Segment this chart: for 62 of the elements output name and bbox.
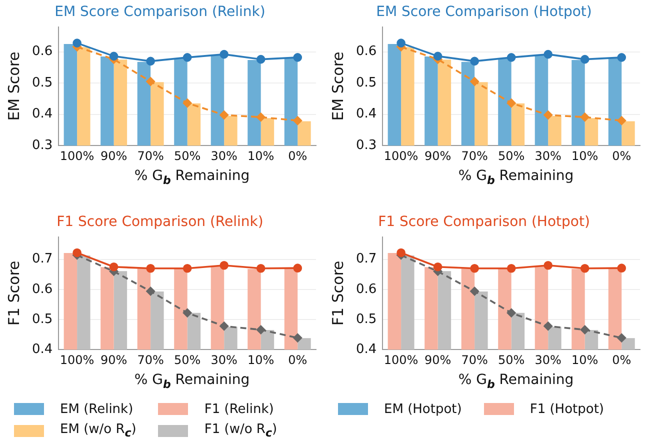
x-axis-title: % G$_{b}$ Remaining xyxy=(133,372,251,391)
legend-label: EM (w/o R$_{c}$) xyxy=(60,422,136,440)
x-tick-label: 50% xyxy=(174,148,201,163)
x-tick-label: 30% xyxy=(210,148,238,163)
y-tick-label: 0.5 xyxy=(32,75,53,90)
legend-label: F1 (w/o R$_{c}$) xyxy=(204,422,278,440)
x-tick-label: 50% xyxy=(498,352,525,367)
x-tick-label: 0% xyxy=(612,148,632,163)
y-tick-label: 0.7 xyxy=(356,252,377,267)
x-tick-label: 100% xyxy=(60,352,94,367)
y-tick-label: 0.5 xyxy=(356,75,377,90)
x-tick-label: 70% xyxy=(137,148,164,163)
x-axis-title: % G$_{b}$ Remaining xyxy=(133,168,251,187)
x-tick-label: 10% xyxy=(572,352,598,367)
x-axis-title: % G$_{b}$ Remaining xyxy=(457,168,575,187)
x-tick-label: 100% xyxy=(384,148,418,163)
x-tick-label: 30% xyxy=(210,352,238,367)
y-tick-label: 0.3 xyxy=(32,138,53,153)
y-tick-label: 0.6 xyxy=(356,44,377,60)
y-tick-label: 0.4 xyxy=(356,342,377,357)
chart-title: EM Score Comparison (Relink) xyxy=(54,4,266,20)
legend-label: EM (Relink) xyxy=(60,402,134,416)
x-tick-label: 0% xyxy=(288,352,308,367)
chart-title: F1 Score Comparison (Hotpot) xyxy=(378,214,590,230)
y-tick-label: 0.4 xyxy=(356,106,377,122)
y-axis-title: EM Score xyxy=(4,52,23,121)
y-tick-label: 0.4 xyxy=(32,342,53,357)
legend-label: EM (Hotpot) xyxy=(384,402,462,416)
y-tick-label: 0.5 xyxy=(356,312,377,327)
y-tick-label: 0.6 xyxy=(32,282,53,297)
x-tick-label: 90% xyxy=(424,352,452,367)
y-axis-title: F1 Score xyxy=(328,260,347,326)
x-tick-label: 10% xyxy=(572,148,598,163)
y-tick-label: 0.6 xyxy=(32,44,53,60)
x-tick-label: 30% xyxy=(534,352,562,367)
x-tick-label: 100% xyxy=(384,352,418,367)
legend-label: F1 (Hotpot) xyxy=(530,402,604,416)
x-tick-label: 10% xyxy=(248,352,274,367)
x-tick-label: 0% xyxy=(612,352,632,367)
x-tick-label: 70% xyxy=(461,352,488,367)
x-tick-label: 90% xyxy=(424,148,452,163)
x-tick-label: 90% xyxy=(100,352,128,367)
y-tick-label: 0.4 xyxy=(32,106,53,122)
x-tick-label: 90% xyxy=(100,148,128,163)
y-axis-title: F1 Score xyxy=(4,260,23,326)
x-tick-label: 50% xyxy=(498,148,525,163)
x-tick-label: 100% xyxy=(60,148,94,163)
legend-label: F1 (Relink) xyxy=(204,402,274,416)
x-axis-title: % G$_{b}$ Remaining xyxy=(457,372,575,391)
x-tick-label: 10% xyxy=(248,148,274,163)
chart-title: EM Score Comparison (Hotpot) xyxy=(376,4,592,20)
y-tick-label: 0.3 xyxy=(356,138,377,153)
x-tick-label: 70% xyxy=(461,148,488,163)
chart-title: F1 Score Comparison (Relink) xyxy=(56,214,264,230)
y-tick-label: 0.7 xyxy=(32,252,53,267)
x-tick-label: 50% xyxy=(174,352,201,367)
x-tick-label: 70% xyxy=(137,352,164,367)
y-tick-label: 0.6 xyxy=(356,282,377,297)
x-tick-label: 30% xyxy=(534,148,562,163)
x-tick-label: 0% xyxy=(288,148,308,163)
y-tick-label: 0.5 xyxy=(32,312,53,327)
y-axis-title: EM Score xyxy=(328,52,347,121)
